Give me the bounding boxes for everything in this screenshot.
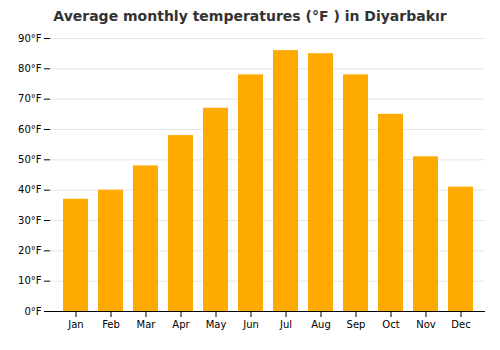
svg-text:Apr: Apr: [172, 319, 190, 330]
svg-text:Jan: Jan: [67, 319, 83, 330]
svg-text:Oct: Oct: [382, 319, 399, 330]
svg-text:Sep: Sep: [347, 319, 366, 330]
svg-text:Jul: Jul: [279, 319, 292, 330]
svg-text:30°F: 30°F: [18, 215, 42, 226]
svg-text:Nov: Nov: [416, 319, 436, 330]
svg-text:Feb: Feb: [102, 319, 120, 330]
svg-text:40°F: 40°F: [18, 184, 42, 195]
svg-text:70°F: 70°F: [18, 93, 42, 104]
svg-text:0°F: 0°F: [24, 306, 41, 317]
svg-text:Mar: Mar: [137, 319, 157, 330]
svg-text:20°F: 20°F: [18, 245, 42, 256]
svg-text:Jun: Jun: [242, 319, 259, 330]
svg-text:80°F: 80°F: [18, 63, 42, 74]
svg-text:60°F: 60°F: [18, 124, 42, 135]
svg-text:50°F: 50°F: [18, 154, 42, 165]
svg-text:Aug: Aug: [311, 319, 331, 330]
html-text:Average monthly temperatures (: Average monthly temperatures (°F ) in Di…: [53, 8, 447, 24]
svg-text:Dec: Dec: [451, 319, 470, 330]
svg-text:May: May: [206, 319, 227, 330]
svg-text:90°F: 90°F: [18, 33, 42, 44]
svg-text:10°F: 10°F: [18, 275, 42, 286]
